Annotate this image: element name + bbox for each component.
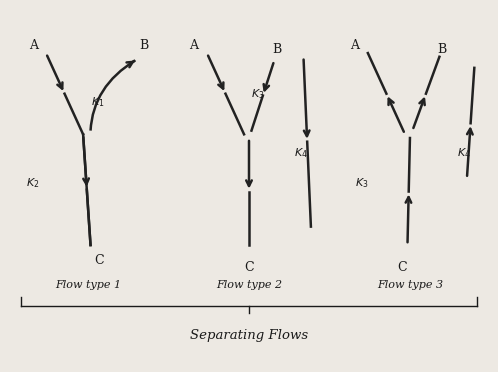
Text: $K_1$: $K_1$ (91, 95, 104, 109)
Text: A: A (351, 39, 360, 52)
Text: B: B (139, 39, 148, 52)
Text: A: A (190, 39, 199, 52)
Text: A: A (28, 39, 38, 52)
Text: C: C (244, 261, 253, 274)
Text: $K_4$: $K_4$ (293, 147, 307, 160)
Text: Flow type 1: Flow type 1 (55, 279, 121, 289)
Text: B: B (272, 43, 281, 56)
Text: $K_2$: $K_2$ (26, 176, 39, 190)
Text: Separating Flows: Separating Flows (190, 329, 308, 342)
Text: Flow type 3: Flow type 3 (377, 279, 443, 289)
Text: C: C (95, 254, 104, 266)
Text: $K_3$: $K_3$ (251, 87, 265, 101)
Text: B: B (437, 43, 447, 56)
Text: C: C (397, 261, 407, 274)
Text: Flow type 2: Flow type 2 (216, 279, 282, 289)
Text: $K_3$: $K_3$ (356, 176, 369, 190)
Text: $K_4$: $K_4$ (457, 147, 471, 160)
